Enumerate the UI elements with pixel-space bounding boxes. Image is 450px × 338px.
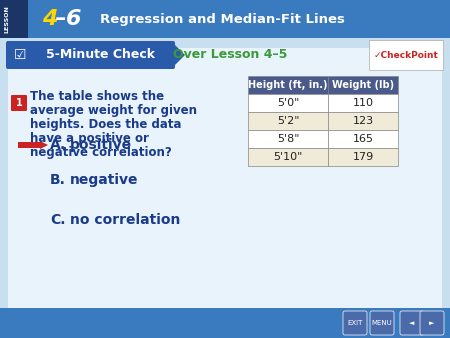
FancyBboxPatch shape	[0, 308, 450, 338]
Text: –: –	[54, 9, 66, 29]
FancyBboxPatch shape	[8, 48, 442, 308]
Text: MENU: MENU	[372, 320, 392, 326]
FancyBboxPatch shape	[420, 311, 444, 335]
Text: Weight (lb): Weight (lb)	[332, 80, 394, 90]
FancyArrow shape	[18, 141, 48, 149]
Text: 4: 4	[42, 9, 58, 29]
FancyBboxPatch shape	[328, 148, 398, 166]
Text: heights. Does the data: heights. Does the data	[30, 118, 181, 131]
Text: ✓CheckPoint: ✓CheckPoint	[374, 50, 438, 59]
Text: 6: 6	[66, 9, 82, 29]
FancyBboxPatch shape	[248, 130, 328, 148]
FancyBboxPatch shape	[6, 41, 175, 69]
FancyBboxPatch shape	[248, 148, 328, 166]
Text: 5-Minute Check: 5-Minute Check	[45, 48, 154, 62]
FancyBboxPatch shape	[11, 95, 27, 111]
Text: ►: ►	[429, 320, 435, 326]
FancyBboxPatch shape	[369, 40, 443, 70]
Text: EXIT: EXIT	[347, 320, 363, 326]
Text: negative: negative	[70, 173, 139, 187]
Text: have a positive or: have a positive or	[30, 132, 149, 145]
FancyBboxPatch shape	[370, 311, 394, 335]
Text: ◄: ◄	[410, 320, 415, 326]
Text: 110: 110	[352, 98, 374, 108]
Text: Over Lesson 4–5: Over Lesson 4–5	[173, 48, 287, 62]
Polygon shape	[173, 43, 185, 67]
Text: 5'8": 5'8"	[277, 134, 299, 144]
Text: 5'10": 5'10"	[273, 152, 303, 162]
Text: The table shows the: The table shows the	[30, 90, 164, 103]
FancyBboxPatch shape	[400, 311, 424, 335]
Text: Height (ft, in.): Height (ft, in.)	[248, 80, 328, 90]
Text: 1: 1	[16, 98, 22, 108]
FancyBboxPatch shape	[343, 311, 367, 335]
FancyBboxPatch shape	[248, 112, 328, 130]
Text: positive: positive	[70, 138, 132, 152]
FancyBboxPatch shape	[328, 112, 398, 130]
FancyBboxPatch shape	[328, 130, 398, 148]
Text: average weight for given: average weight for given	[30, 104, 197, 117]
Text: ☑: ☑	[14, 48, 26, 62]
FancyBboxPatch shape	[328, 94, 398, 112]
Text: no correlation: no correlation	[70, 213, 180, 227]
Text: 179: 179	[352, 152, 374, 162]
Text: 5'2": 5'2"	[277, 116, 299, 126]
FancyBboxPatch shape	[248, 76, 398, 94]
FancyBboxPatch shape	[248, 94, 328, 112]
Text: LESSON: LESSON	[4, 5, 9, 33]
Text: A.: A.	[50, 138, 66, 152]
FancyBboxPatch shape	[0, 0, 450, 38]
Text: B.: B.	[50, 173, 66, 187]
Text: 5'0": 5'0"	[277, 98, 299, 108]
Text: 165: 165	[352, 134, 374, 144]
Text: Regression and Median-Fit Lines: Regression and Median-Fit Lines	[100, 13, 345, 25]
FancyBboxPatch shape	[0, 0, 28, 38]
Text: negative correlation?: negative correlation?	[30, 146, 172, 159]
Text: C.: C.	[50, 213, 66, 227]
Text: 123: 123	[352, 116, 374, 126]
